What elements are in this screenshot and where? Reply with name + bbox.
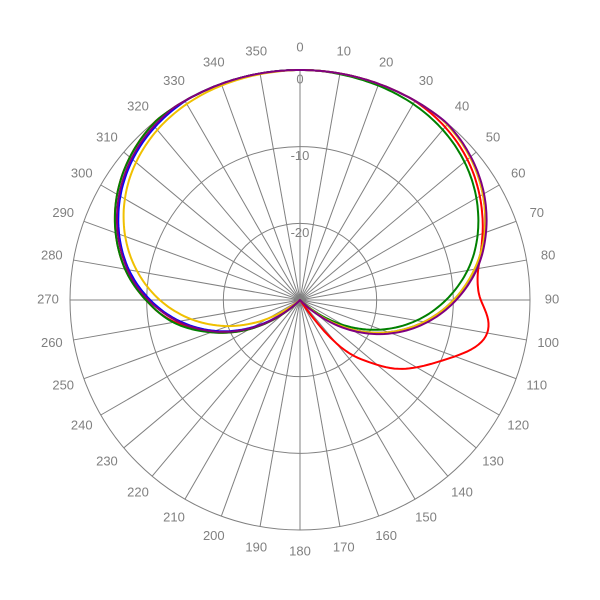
angular-tick-label: 340	[203, 55, 225, 70]
angular-tick-label: 260	[41, 335, 63, 350]
angular-tick-label: 250	[52, 378, 74, 393]
angular-tick-label: 20	[379, 55, 393, 70]
angular-tick-label: 110	[526, 378, 547, 393]
radial-tick-label: -20	[291, 225, 310, 240]
angular-tick-label: 270	[37, 291, 59, 306]
angular-tick-label: 30	[419, 73, 433, 88]
radial-tick-label: 0	[296, 71, 303, 86]
angular-tick-label: 350	[245, 43, 267, 58]
radial-tick-label: -10	[291, 148, 310, 163]
series-group	[115, 70, 489, 369]
angular-tick-label: 290	[52, 205, 74, 220]
angular-tick-label: 220	[127, 484, 149, 499]
angular-tick-label: 320	[127, 98, 149, 113]
angular-tick-label: 50	[486, 129, 500, 144]
angular-tick-label: 210	[163, 510, 185, 525]
angular-tick-label: 280	[41, 248, 63, 263]
angular-tick-label: 240	[71, 417, 93, 432]
pattern-red	[115, 70, 489, 369]
angular-tick-label: 140	[451, 484, 473, 499]
angular-tick-label: 10	[337, 43, 351, 58]
angular-tick-label: 40	[455, 98, 469, 113]
angular-tick-label: 190	[245, 540, 267, 555]
angular-tick-label: 70	[530, 205, 544, 220]
angular-tick-label: 310	[96, 129, 118, 144]
polar-chart: -20 -10 0 0 10 20 30 40 50 60 70 80 90 100 110 120 130 14…	[0, 0, 600, 600]
angular-tick-label: 200	[203, 528, 225, 543]
angular-tick-label: 150	[415, 510, 437, 525]
angular-tick-label: 80	[541, 248, 555, 263]
angular-tick-label: 90	[545, 291, 559, 306]
angular-tick-label: 60	[511, 165, 525, 180]
angular-tick-label: 100	[537, 335, 559, 350]
angular-tick-label: 160	[375, 528, 397, 543]
angular-tick-label: 120	[507, 417, 529, 432]
angular-tick-label: 180	[289, 543, 311, 558]
angular-tick-label: 0	[296, 39, 303, 54]
angular-tick-label: 330	[163, 73, 185, 88]
angular-tick-label: 170	[333, 540, 355, 555]
angular-tick-label: 300	[71, 165, 93, 180]
angular-tick-label: 230	[96, 453, 118, 468]
angular-tick-label: 130	[482, 453, 504, 468]
